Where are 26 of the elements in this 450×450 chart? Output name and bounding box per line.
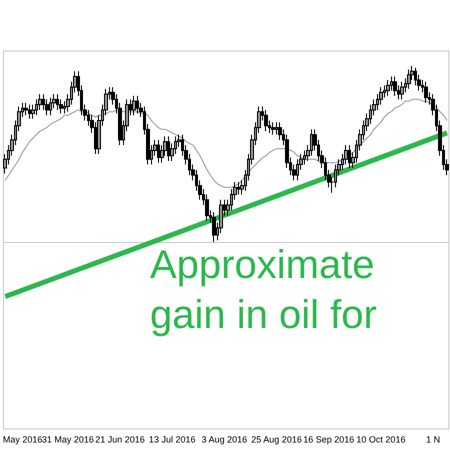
candlestick: [393, 76, 397, 96]
candlestick: [49, 97, 52, 116]
text: Approximate gain in oil for: [150, 243, 377, 337]
x-tick-label: 10 Oct 2016: [356, 434, 406, 444]
candlestick: [400, 81, 404, 100]
candlestick: [212, 212, 216, 242]
candlestick: [157, 139, 160, 164]
candlestick: [424, 81, 428, 104]
x-tick-label: 21 Jun 2016: [95, 434, 145, 444]
x-tick-label: 1 N: [426, 434, 440, 444]
x-tick-label: 31 May 2016: [42, 434, 94, 444]
candlestick: [407, 68, 411, 90]
candlestick: [56, 94, 59, 110]
candlestick: [264, 109, 268, 132]
x-tick-label: 16 Sep 2016: [303, 434, 354, 444]
candlestick: [386, 80, 390, 96]
candlestick: [28, 104, 31, 120]
candlestick: [24, 102, 28, 116]
candlestick: [348, 144, 351, 169]
candlestick: [271, 122, 275, 136]
candlestick: [167, 136, 170, 162]
x-tick-label: 25 Aug 2016: [251, 434, 302, 444]
x-tick-label: May 2016: [2, 434, 42, 444]
x-tick-label: 13 Jul 2016: [148, 434, 196, 444]
x-tick-label: 3 Aug 2016: [202, 434, 248, 444]
candlestick: [136, 95, 139, 114]
